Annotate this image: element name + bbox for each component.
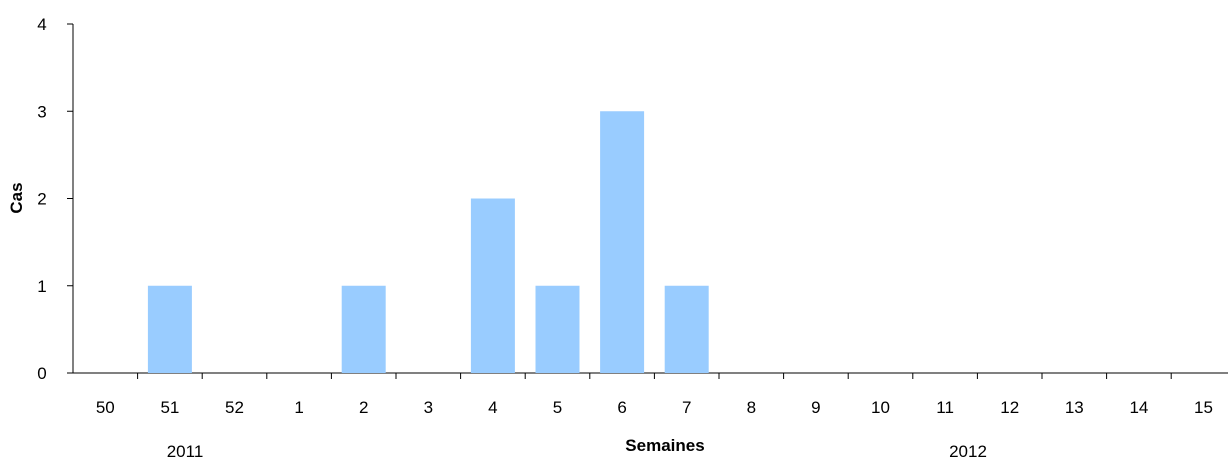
x-axis-title: Semaines (625, 436, 704, 455)
x-tick-label: 4 (488, 398, 497, 417)
x-tick-label: 5 (553, 398, 562, 417)
x-ticks: 50 51 52 1 2 3 4 5 6 7 8 9 10 11 12 13 14 15 (96, 373, 1213, 417)
y-tick-label: 1 (37, 277, 46, 296)
y-tick-label: 0 (37, 364, 46, 383)
x-tick-label: 12 (1000, 398, 1019, 417)
y-ticks: 0 1 2 3 4 (37, 15, 73, 383)
y-axis-title: Cas (7, 182, 26, 213)
bar-week-5 (535, 285, 580, 373)
x-tick-label: 3 (424, 398, 433, 417)
bar-week-7 (664, 285, 709, 373)
x-tick-label: 7 (682, 398, 691, 417)
x-tick-label: 8 (747, 398, 756, 417)
bars (147, 111, 709, 373)
x-tick-label: 11 (936, 398, 954, 417)
x-tick-label: 6 (617, 398, 626, 417)
x-tick-label: 50 (96, 398, 115, 417)
x-tick-label: 14 (1129, 398, 1148, 417)
year-label-2012: 2012 (949, 442, 987, 461)
x-tick-label: 51 (160, 398, 179, 417)
bar-week-51 (147, 285, 192, 373)
y-tick-label: 4 (37, 15, 46, 34)
bar-week-6 (600, 111, 645, 373)
x-tick-label: 2 (359, 398, 368, 417)
x-tick-label: 1 (294, 398, 303, 417)
x-tick-label: 9 (811, 398, 820, 417)
bar-week-4 (470, 198, 515, 373)
x-tick-label: 52 (225, 398, 244, 417)
x-tick-label: 15 (1194, 398, 1213, 417)
bar-week-2 (341, 285, 386, 373)
x-tick-label: 10 (871, 398, 890, 417)
x-tick-label: 13 (1065, 398, 1084, 417)
y-tick-label: 2 (37, 190, 46, 209)
year-label-2011: 2011 (167, 442, 204, 461)
y-tick-label: 3 (37, 102, 46, 121)
